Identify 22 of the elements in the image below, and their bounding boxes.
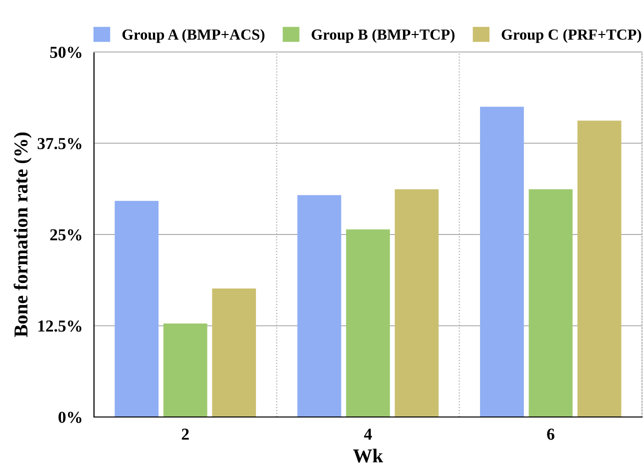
bar bbox=[346, 229, 390, 417]
bar bbox=[394, 189, 439, 417]
legend-label: Group A (BMP+ACS) bbox=[122, 28, 264, 43]
y-tick-label: 0% bbox=[58, 412, 82, 423]
y-tick-label: 50% bbox=[50, 46, 82, 58]
x-tick-label: 4 bbox=[364, 428, 372, 440]
bar bbox=[114, 200, 159, 417]
y-axis-title: Bone formation rate (%) bbox=[14, 132, 32, 338]
bar bbox=[212, 288, 256, 417]
bar bbox=[528, 189, 573, 417]
x-tick-label: 6 bbox=[547, 428, 554, 440]
y-tick-label: 25% bbox=[50, 229, 82, 240]
x-axis-title: Wk bbox=[353, 448, 384, 463]
bar bbox=[297, 195, 342, 417]
legend-label: Group B (BMP+TCP) bbox=[312, 28, 454, 43]
x-tick-label: 2 bbox=[182, 428, 189, 440]
legend-label: Group C (PRF+TCP) bbox=[502, 28, 642, 43]
y-tick-label: 37.5% bbox=[38, 138, 82, 150]
bar bbox=[577, 120, 622, 417]
bar bbox=[163, 324, 208, 417]
y-tick-label: 12.5% bbox=[38, 320, 82, 332]
bar bbox=[480, 106, 524, 417]
